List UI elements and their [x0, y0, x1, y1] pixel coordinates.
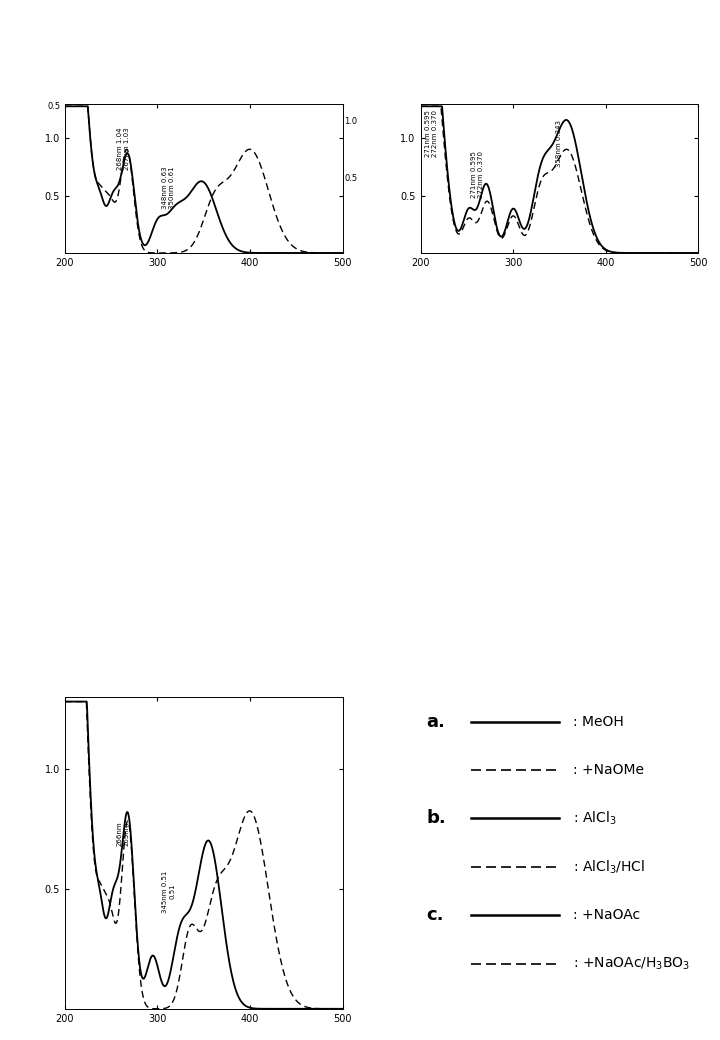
Text: : +NaOAc: : +NaOAc	[573, 908, 641, 922]
Text: 348nm 0.63
350nm 0.61: 348nm 0.63 350nm 0.61	[162, 166, 175, 209]
Text: 271nm 0.595
272nm 0.370: 271nm 0.595 272nm 0.370	[472, 151, 485, 198]
Text: c.: c.	[426, 906, 444, 925]
Text: : MeOH: : MeOH	[573, 714, 624, 729]
Text: : AlCl$_3$: : AlCl$_3$	[573, 810, 617, 827]
Text: 268nm 1.04
267nm 1.03: 268nm 1.04 267nm 1.03	[117, 128, 130, 171]
Text: 345nm 0.51
0.51: 345nm 0.51 0.51	[162, 870, 175, 913]
Text: 271nm 0.595
272nm 0.370: 271nm 0.595 272nm 0.370	[425, 110, 438, 157]
Text: 358nm 0.343: 358nm 0.343	[557, 120, 562, 167]
Text: 1.0: 1.0	[345, 116, 358, 126]
Text: : +NaOMe: : +NaOMe	[573, 763, 644, 777]
Text: a.: a.	[426, 712, 445, 731]
Text: 266nm
265nm: 266nm 265nm	[117, 821, 130, 846]
Text: 0.5: 0.5	[345, 174, 358, 183]
Text: : AlCl$_3$/HCl: : AlCl$_3$/HCl	[573, 858, 645, 876]
Text: 0.5: 0.5	[47, 102, 60, 111]
Text: b.: b.	[426, 809, 446, 828]
Text: : +NaOAc/H$_3$BO$_3$: : +NaOAc/H$_3$BO$_3$	[573, 956, 690, 971]
